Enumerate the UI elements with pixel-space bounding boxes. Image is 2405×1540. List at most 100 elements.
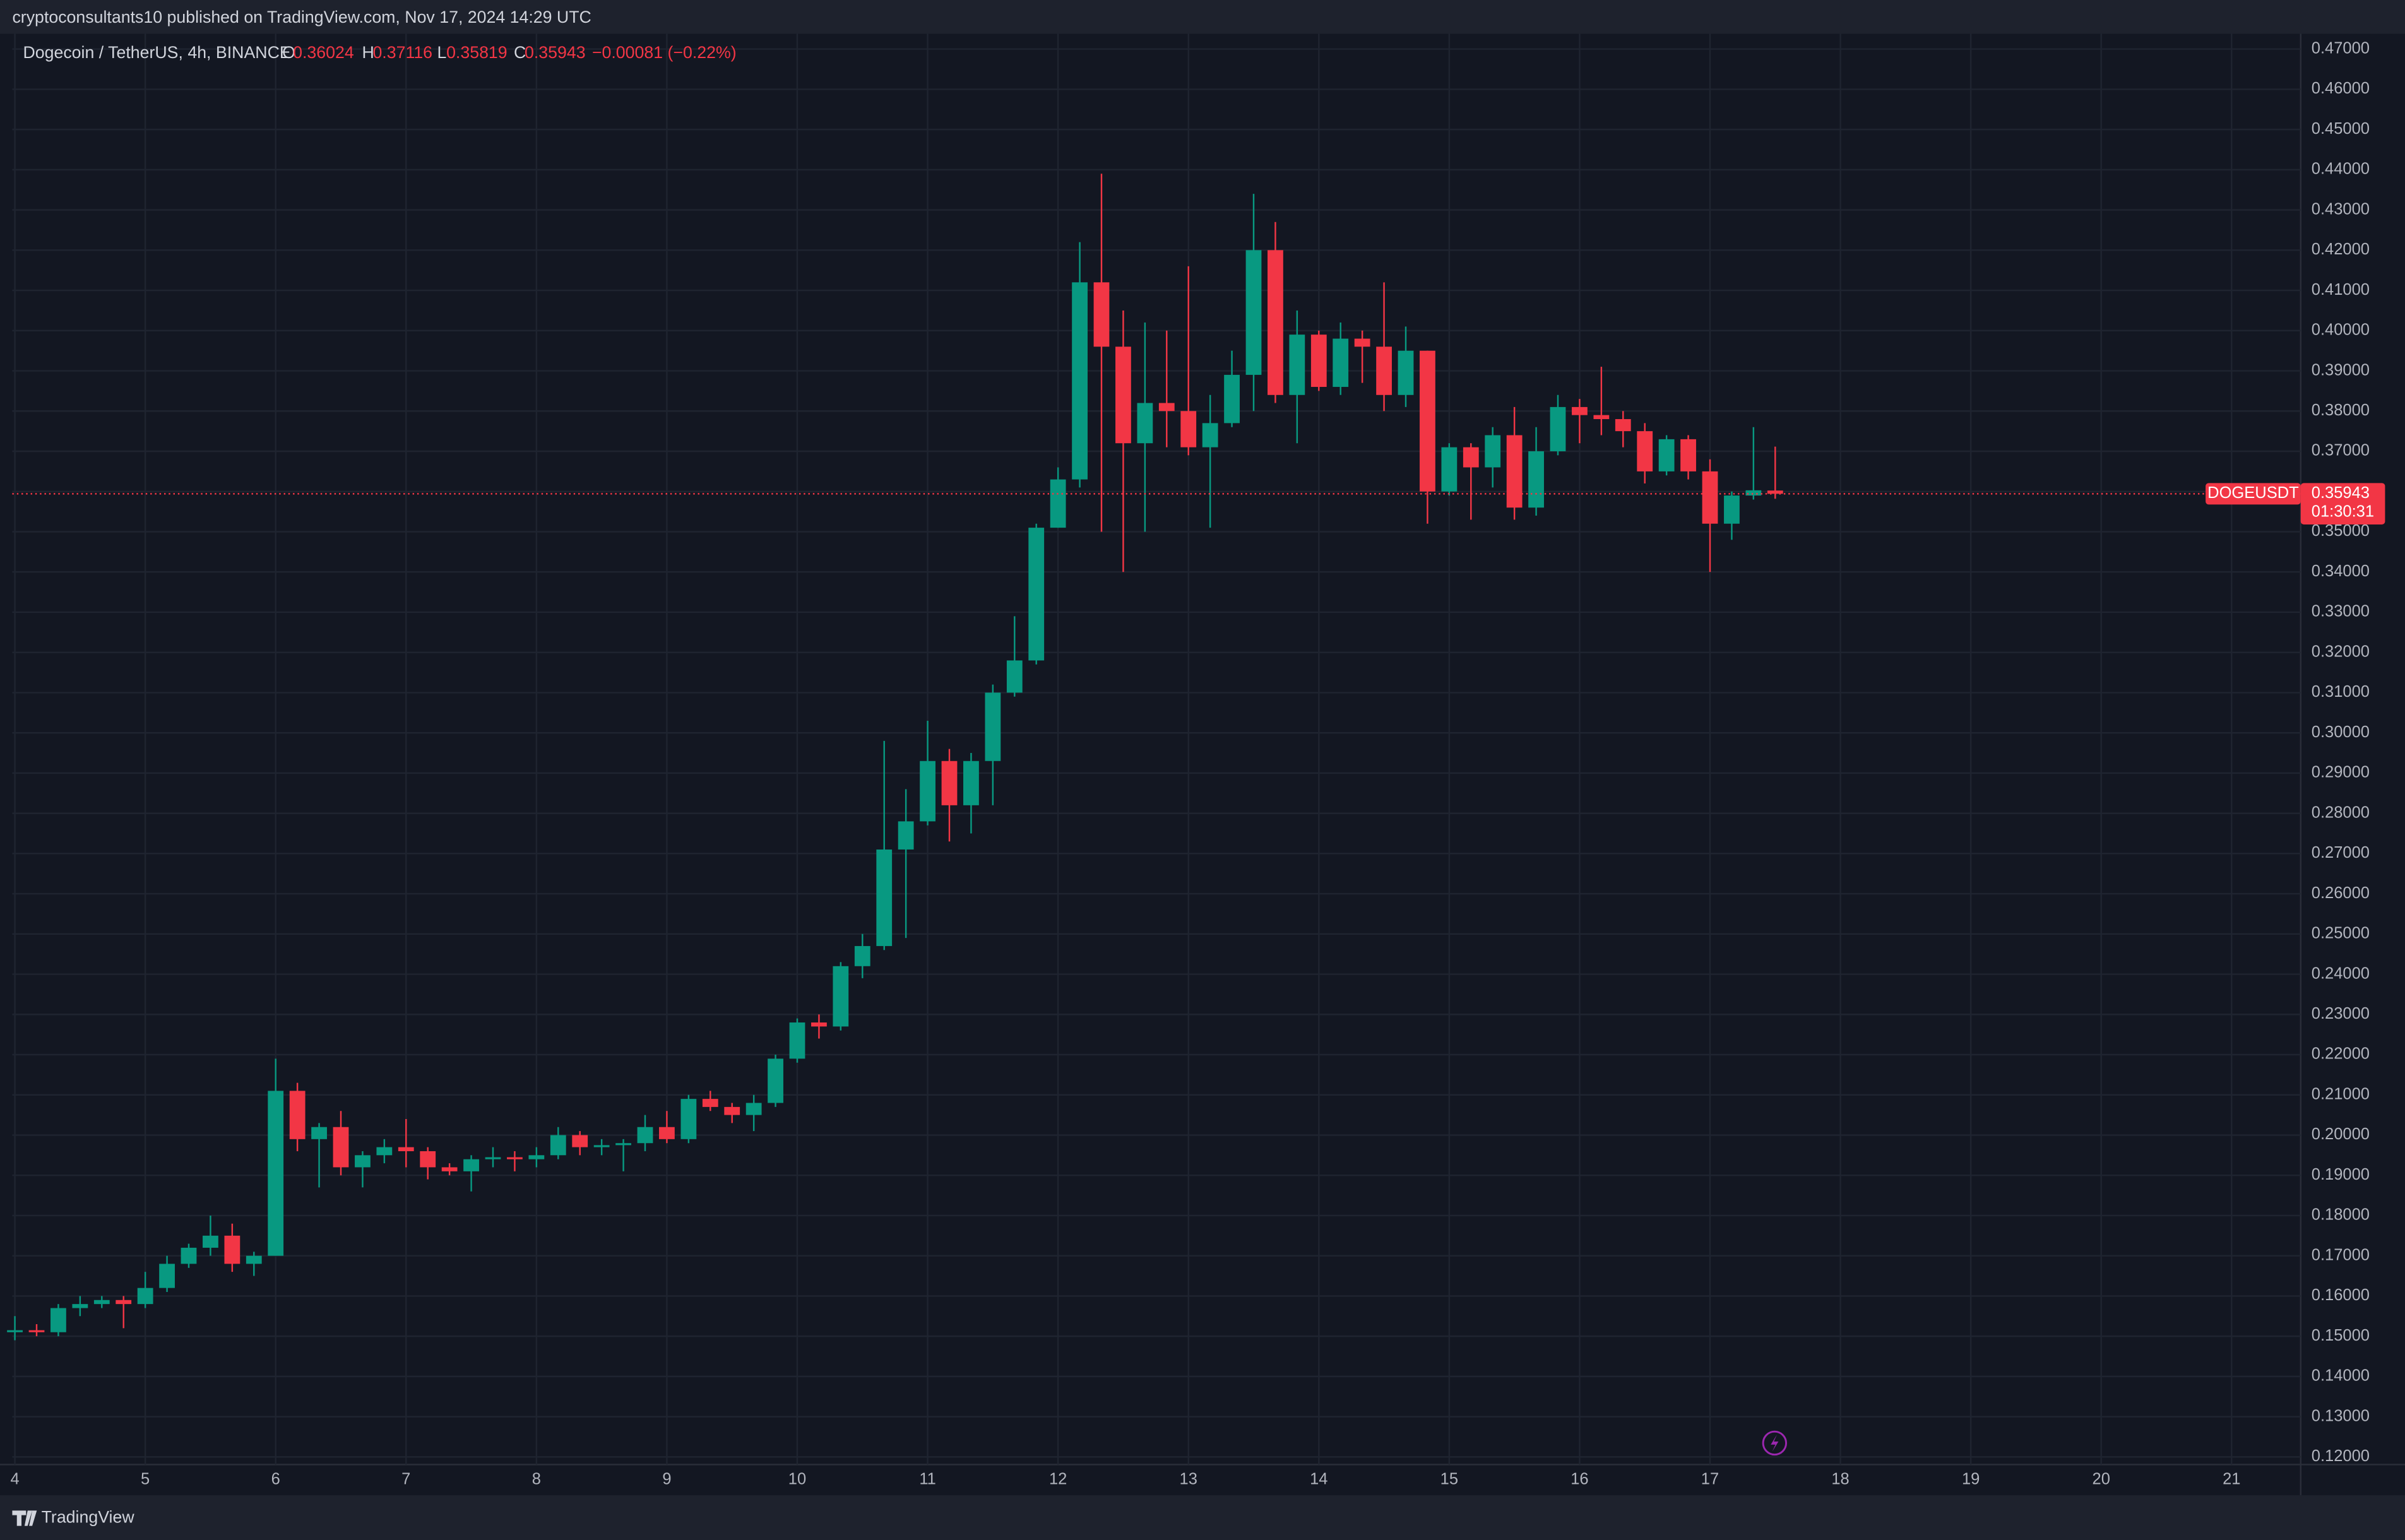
y-tick-label: 0.43000: [2312, 200, 2370, 218]
y-tick-label: 0.24000: [2312, 964, 2370, 982]
candle-body: [789, 1022, 805, 1059]
y-tick-label: 0.35000: [2312, 522, 2370, 540]
candle-body: [333, 1127, 349, 1168]
x-tick-label: 11: [919, 1470, 935, 1488]
ohlc-value: 0.36024: [293, 43, 354, 62]
x-tick-label: 17: [1701, 1470, 1719, 1488]
y-tick-label: 0.39000: [2312, 361, 2370, 379]
x-tick-label: 14: [1310, 1470, 1327, 1488]
candle-body: [1202, 423, 1218, 447]
candle-body: [1268, 250, 1283, 395]
x-tick-label: 19: [1962, 1470, 1980, 1488]
candle-body: [1224, 374, 1240, 424]
ohlc-value: 0.35819: [446, 43, 508, 62]
candle-body: [116, 1300, 132, 1305]
candle-body: [159, 1264, 175, 1288]
candle-body: [550, 1135, 566, 1156]
y-tick-label: 0.21000: [2312, 1085, 2370, 1103]
x-tick-label: 8: [532, 1470, 541, 1488]
change: −0.00081 (−0.22%): [592, 43, 737, 62]
candle-body: [1441, 447, 1458, 492]
chart-title: Dogecoin / TetherUS, 4h, BINANCE: [23, 43, 290, 62]
candle-body: [1333, 338, 1349, 388]
candle-body: [1115, 346, 1131, 444]
candle-body: [181, 1247, 197, 1264]
candle-body: [1006, 660, 1023, 693]
symbol-label-box: [2206, 483, 2301, 505]
candle-body: [137, 1288, 153, 1305]
candle-body: [398, 1147, 414, 1151]
candle-body: [1072, 282, 1088, 480]
candle-body: [246, 1255, 262, 1264]
y-tick-label: 0.17000: [2312, 1246, 2370, 1264]
candle-body: [224, 1235, 240, 1264]
x-tick-label: 15: [1440, 1470, 1458, 1488]
candle-body: [311, 1127, 327, 1139]
candle-body: [507, 1157, 523, 1159]
ohlc-label: C: [514, 43, 526, 62]
candle-body: [963, 761, 979, 805]
y-tick-label: 0.12000: [2312, 1447, 2370, 1465]
ohlc-label: L: [437, 43, 447, 62]
y-tick-label: 0.14000: [2312, 1367, 2370, 1385]
y-tick-label: 0.20000: [2312, 1125, 2370, 1143]
candle-body: [1702, 471, 1718, 524]
last-price-box: [2300, 483, 2385, 524]
x-tick-label: 21: [2223, 1470, 2240, 1488]
symbol-label: DOGEUSDT: [2207, 484, 2299, 502]
y-tick-label: 0.23000: [2312, 1005, 2370, 1022]
top-bar: [0, 0, 2405, 34]
candle-body: [93, 1300, 110, 1305]
candle-body: [1463, 447, 1479, 468]
x-tick-label: 9: [662, 1470, 671, 1488]
x-tick-label: 6: [271, 1470, 280, 1488]
candle-body: [28, 1330, 45, 1332]
candle-body: [1485, 435, 1501, 468]
countdown-label: 01:30:31: [2312, 502, 2374, 520]
candle-body: [1398, 350, 1414, 395]
candle-body: [724, 1106, 740, 1115]
candle-body: [72, 1304, 88, 1308]
candle-body: [920, 761, 935, 822]
candle-body: [355, 1155, 371, 1168]
y-tick-label: 0.46000: [2312, 80, 2370, 97]
candle-body: [1767, 490, 1783, 494]
candle-body: [1245, 250, 1262, 375]
last-price-label: 0.35943: [2312, 484, 2370, 502]
x-tick-label: 5: [141, 1470, 150, 1488]
ohlc-value: 0.35943: [525, 43, 586, 62]
alert-icon[interactable]: [1762, 1430, 1788, 1456]
candle-body: [1528, 451, 1544, 508]
bottom-bar: [0, 1495, 2405, 1540]
candle-body: [7, 1330, 23, 1332]
candle-body: [1420, 350, 1435, 492]
y-tick-label: 0.26000: [2312, 884, 2370, 902]
y-tick-label: 0.41000: [2312, 281, 2370, 299]
candle-body: [1615, 419, 1631, 432]
candle-body: [768, 1058, 783, 1103]
candles: [7, 174, 1783, 1341]
y-tick-label: 0.18000: [2312, 1206, 2370, 1224]
candle-body: [463, 1159, 479, 1171]
candle-body: [289, 1091, 306, 1139]
candle-body: [615, 1143, 631, 1146]
candle-body: [1310, 335, 1327, 388]
x-tick-label: 16: [1571, 1470, 1588, 1488]
candle-body: [1289, 335, 1305, 395]
candle-body: [637, 1127, 653, 1144]
y-tick-label: 0.16000: [2312, 1286, 2370, 1304]
candle-body: [203, 1235, 218, 1248]
candle-body: [1680, 439, 1696, 471]
y-tick-label: 0.19000: [2312, 1166, 2370, 1183]
candle-body: [1724, 495, 1740, 524]
candle-body: [1658, 439, 1675, 471]
candle-body: [528, 1155, 545, 1159]
candle-body: [1637, 431, 1653, 471]
candle-body: [941, 761, 958, 805]
candle-body: [1572, 406, 1588, 415]
candle-body: [680, 1099, 697, 1139]
y-tick-label: 0.42000: [2312, 240, 2370, 258]
candle-body: [376, 1147, 393, 1156]
